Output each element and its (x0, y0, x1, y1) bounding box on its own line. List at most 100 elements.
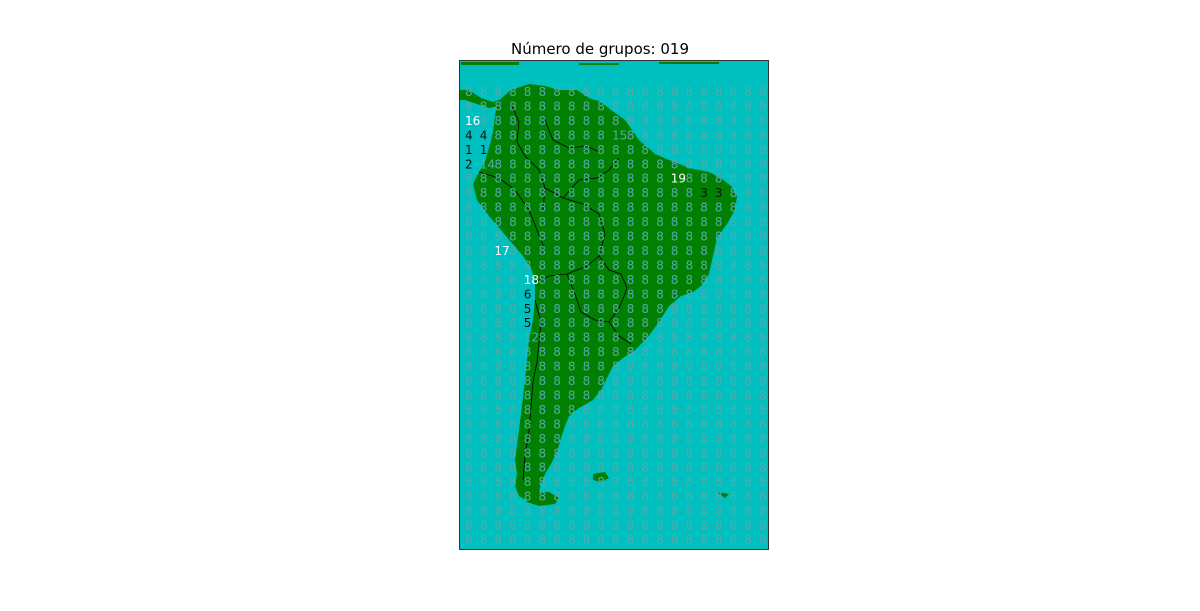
cluster-label-default: 8 (509, 360, 517, 374)
cluster-label-default: 8 (700, 258, 708, 272)
cluster-label-default: 8 (509, 388, 517, 402)
cluster-label-default: 8 (700, 99, 708, 113)
cluster-label-default: 8 (730, 143, 738, 157)
cluster-label-default: 8 (759, 287, 767, 301)
cluster-label-default: 8 (641, 287, 649, 301)
cluster-label-default: 8 (627, 287, 635, 301)
cluster-label-default: 8 (641, 403, 649, 417)
cluster-label-default: 8 (494, 504, 502, 518)
cluster-label-default: 8 (730, 432, 738, 446)
cluster-label-default: 8 (524, 388, 532, 402)
map-title: Número de grupos: 019 (510, 40, 690, 58)
cluster-label-default: 8 (641, 258, 649, 272)
cluster-label-default: 8 (553, 215, 561, 229)
cluster-label-default: 8 (744, 244, 752, 258)
cluster-label-default: 8 (583, 215, 591, 229)
cluster-label-default: 8 (759, 302, 767, 316)
cluster-label-default: 8 (686, 331, 694, 345)
cluster-label-default: 8 (656, 446, 664, 460)
cluster-label-default: 8 (597, 186, 605, 200)
cluster-label-default: 8 (583, 417, 591, 431)
cluster-label-default: 8 (553, 316, 561, 330)
cluster-label-default: 8 (465, 99, 473, 113)
cluster-label-default: 8 (700, 519, 708, 533)
cluster-label-default: 8 (597, 230, 605, 244)
cluster-label-default: 8 (509, 446, 517, 460)
cluster-label-default: 8 (671, 244, 679, 258)
cluster-label-default: 8 (509, 215, 517, 229)
cluster-label-default: 8 (730, 360, 738, 374)
cluster-label-default: 8 (686, 201, 694, 215)
cluster-label-default: 8 (656, 432, 664, 446)
cluster-label-default: 8 (494, 533, 502, 547)
cluster-label-default: 8 (480, 345, 488, 359)
cluster-label-1: 1 (465, 143, 473, 157)
cluster-label-default: 8 (671, 302, 679, 316)
cluster-label-default: 8 (641, 316, 649, 330)
cluster-label-default: 8 (627, 114, 635, 128)
cluster-label-default: 8 (612, 374, 620, 388)
cluster-label-default: 8 (759, 215, 767, 229)
cluster-label-default: 8 (730, 519, 738, 533)
cluster-label-default: 8 (509, 287, 517, 301)
cluster-label-default: 8 (509, 403, 517, 417)
cluster-label-default: 8 (744, 446, 752, 460)
cluster-label-default: 8 (583, 201, 591, 215)
cluster-label-default: 8 (744, 461, 752, 475)
cluster-label-default: 8 (671, 388, 679, 402)
cluster-label-default: 8 (700, 547, 708, 550)
cluster-label-default: 8 (465, 490, 473, 504)
cluster-label-default: 8 (744, 533, 752, 547)
cluster-label-default: 8 (583, 114, 591, 128)
cluster-label-default: 8 (641, 201, 649, 215)
cluster-label-default: 8 (671, 128, 679, 142)
cluster-label-default: 8 (480, 99, 488, 113)
cluster-label-default: 8 (465, 360, 473, 374)
cluster-label-default: 8 (700, 273, 708, 287)
cluster-label-default: 8 (730, 85, 738, 99)
cluster-label-default: 8 (627, 360, 635, 374)
cluster-label-default: 8 (524, 85, 532, 99)
cluster-label-default: 8 (568, 547, 576, 550)
cluster-label-default: 8 (671, 490, 679, 504)
cluster-label-default: 8 (480, 547, 488, 550)
cluster-label-default: 8 (597, 533, 605, 547)
cluster-label-default: 8 (553, 128, 561, 142)
cluster-label-default: 8 (686, 388, 694, 402)
border-line (608, 321, 632, 345)
cluster-label-default: 8 (686, 374, 694, 388)
cluster-label-default: 8 (612, 302, 620, 316)
cluster-label-default: 8 (583, 360, 591, 374)
cluster-label-default: 8 (553, 345, 561, 359)
cluster-label-default: 8 (627, 258, 635, 272)
cluster-label-default: 8 (509, 547, 517, 550)
cluster-label-default: 8 (715, 345, 723, 359)
cluster-label-default: 8 (494, 258, 502, 272)
cluster-label-default: 8 (597, 172, 605, 186)
cluster-label-default: 8 (612, 230, 620, 244)
cluster-label-default: 8 (568, 533, 576, 547)
cluster-label-default: 8 (509, 302, 517, 316)
cluster-label-default: 8 (509, 258, 517, 272)
cluster-label-default: 8 (612, 533, 620, 547)
cluster-label-default: 8 (700, 533, 708, 547)
cluster-label-default: 8 (627, 316, 635, 330)
cluster-label-default: 8 (641, 244, 649, 258)
cluster-label-default: 8 (612, 388, 620, 402)
cluster-label-default: 8 (627, 533, 635, 547)
cluster-label-default: 8 (597, 504, 605, 518)
cluster-label-default: 8 (553, 403, 561, 417)
cluster-label-default: 8 (465, 273, 473, 287)
cluster-label-default: 8 (568, 85, 576, 99)
cluster-label-default: 8 (759, 547, 767, 550)
cluster-label-default: 8 (583, 287, 591, 301)
cluster-label-default: 8 (553, 331, 561, 345)
cluster-label-default: 8 (641, 533, 649, 547)
cluster-label-default: 8 (759, 446, 767, 460)
cluster-label-default: 8 (539, 172, 547, 186)
cluster-label-default: 8 (759, 172, 767, 186)
cluster-label-default: 8 (656, 519, 664, 533)
cluster-label-default: 8 (524, 490, 532, 504)
cluster-label-default: 8 (568, 432, 576, 446)
cluster-label-default: 8 (612, 215, 620, 229)
